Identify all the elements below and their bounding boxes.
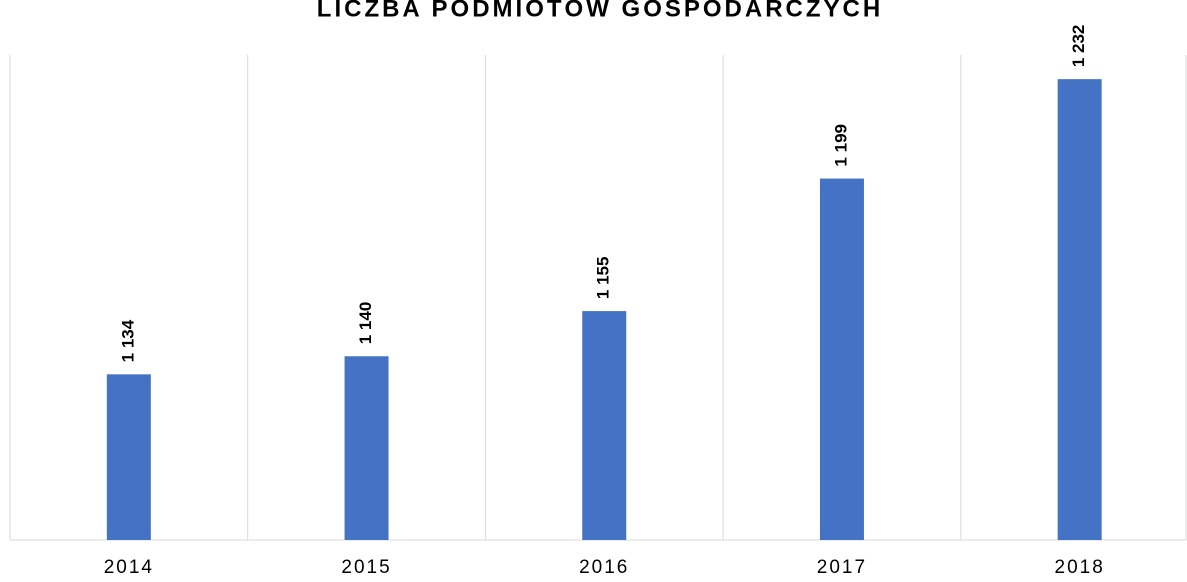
bar <box>1057 79 1102 541</box>
bar <box>819 178 864 541</box>
bar <box>582 311 627 540</box>
x-tick-label: 2016 <box>579 557 629 578</box>
chart-title: LICZBA PODMIOTÓW GOSPODARCZYCH <box>317 0 883 22</box>
bar <box>106 374 151 540</box>
value-label: 1 232 <box>1069 25 1088 68</box>
value-label: 1 199 <box>831 124 850 167</box>
x-tick-label: 2014 <box>104 557 154 578</box>
bar <box>344 356 389 540</box>
x-tick-label: 2018 <box>1055 557 1105 578</box>
value-label: 1 134 <box>118 319 137 362</box>
x-tick-label: 2017 <box>817 557 867 578</box>
x-tick-label: 2015 <box>341 557 391 578</box>
value-label: 1 140 <box>356 302 375 345</box>
value-label: 1 155 <box>594 257 613 300</box>
